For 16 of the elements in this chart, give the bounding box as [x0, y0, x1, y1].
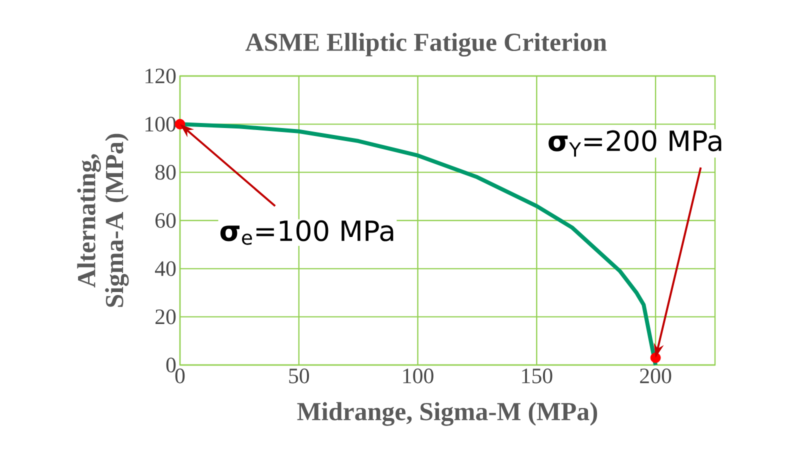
x-tick-label: 200 [640, 368, 672, 384]
y-tick-label: 40 [154, 261, 176, 276]
y-tick-label: 60 [155, 213, 176, 228]
y-tick-label: 120 [146, 68, 176, 84]
x-tick-label: 150 [522, 368, 552, 384]
x-tick-label: 50 [289, 368, 310, 384]
y-axis-title: Alternating, Sigma-A (MPa) [77, 134, 129, 307]
y-tick-label: 0 [166, 358, 176, 372]
chart-title: ASME Elliptic Fatigue Criterion [245, 32, 607, 57]
y-tick-label: 80 [155, 164, 176, 180]
x-tick-label: 100 [403, 368, 434, 384]
x-axis-title: Midrange, Sigma-M (MPa) [297, 402, 598, 426]
y-tick-label: 100 [146, 116, 176, 132]
y-tick-label: 20 [156, 309, 176, 324]
annotation: σ$_{Y}$=200 MPa [548, 130, 722, 157]
annotation: σ$_{e}$=100 MPa [220, 220, 394, 245]
